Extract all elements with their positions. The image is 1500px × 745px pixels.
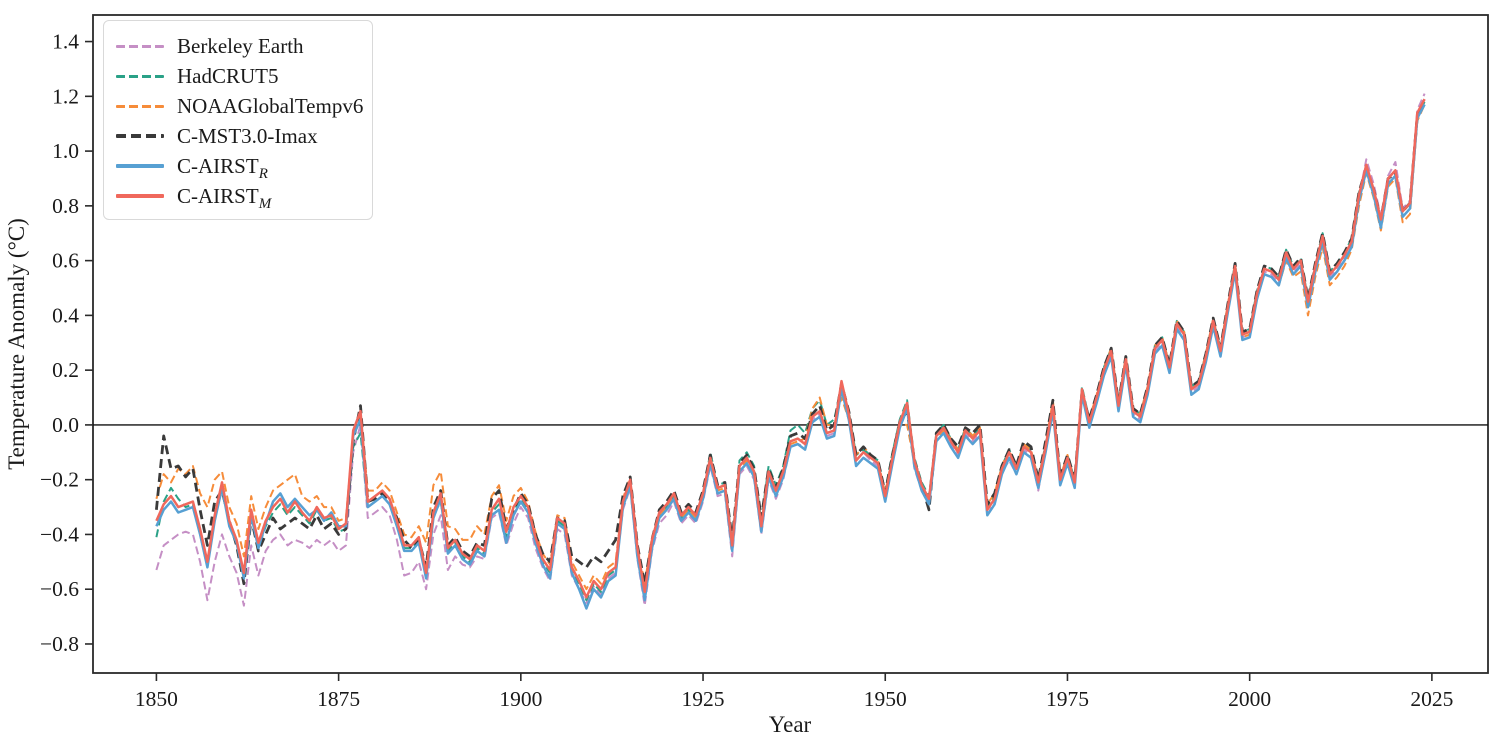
legend-label-noaa: NOAAGlobalTempv6: [177, 93, 364, 118]
legend-item-c-airst-r: C-AIRSTR: [116, 151, 358, 181]
noaa-line-swatch: [116, 104, 164, 108]
c-mst-line-swatch: [116, 134, 164, 138]
y-tick-label: −0.6: [40, 577, 79, 601]
series-line-berkeley-earth: [155, 93, 1426, 607]
legend-label-c-airst-r: C-AIRST: [177, 153, 259, 178]
x-tick-label: 2000: [1228, 687, 1271, 711]
y-tick-label: 0.6: [52, 249, 79, 273]
y-tick-label: 0.2: [52, 358, 79, 382]
x-tick-label: 1925: [682, 687, 725, 711]
y-tick-label: −0.4: [40, 522, 79, 546]
legend-label-c-airst-m: C-AIRST: [177, 183, 259, 208]
y-tick-label: 0.0: [52, 413, 79, 437]
legend-item-berkeley-earth: Berkeley Earth: [116, 31, 358, 61]
x-tick-label: 1900: [499, 687, 542, 711]
legend-item-hadcrut5: HadCRUT5: [116, 61, 358, 91]
berkeley-earth-line-swatch: [116, 44, 164, 48]
x-tick-label: 1875: [317, 687, 360, 711]
plot-frame: [92, 14, 1489, 674]
legend-item-c-mst: C-MST3.0-Imax: [116, 121, 358, 151]
y-tick-label: 1.2: [52, 84, 79, 108]
hadcrut5-line-swatch: [116, 74, 164, 78]
c-airst-r-line-swatch: [116, 164, 164, 168]
y-tick-label: 1.4: [52, 30, 79, 54]
legend: Berkeley Earth HadCRUT5 NOAAGlobalTempv6…: [103, 20, 373, 220]
x-tick-label: 1850: [135, 687, 178, 711]
legend-item-c-airst-m: C-AIRSTM: [116, 181, 358, 211]
y-tick-label: 0.8: [52, 194, 79, 218]
series-line-c-mst30-imax: [155, 101, 1426, 586]
y-axis-title: Temperature Anomaly (°C): [4, 218, 29, 470]
legend-item-noaa: NOAAGlobalTempv6: [116, 91, 363, 121]
legend-label-hadcrut5: HadCRUT5: [177, 63, 279, 88]
x-axis-title: Year: [769, 712, 812, 737]
y-tick-label: −0.2: [40, 468, 79, 492]
legend-label-berkeley-earth: Berkeley Earth: [177, 33, 304, 58]
x-tick-label: 1950: [864, 687, 907, 711]
legend-label-c-mst: C-MST3.0-Imax: [177, 123, 318, 148]
y-tick-label: 1.0: [52, 139, 79, 163]
y-tick-label: −0.8: [40, 632, 79, 656]
y-tick-label: 0.4: [52, 303, 79, 327]
c-airst-m-line-swatch: [116, 194, 164, 198]
x-tick-label: 1975: [1046, 687, 1089, 711]
x-tick-label: 2025: [1410, 687, 1453, 711]
series-line-c-airst-m: [155, 98, 1426, 599]
